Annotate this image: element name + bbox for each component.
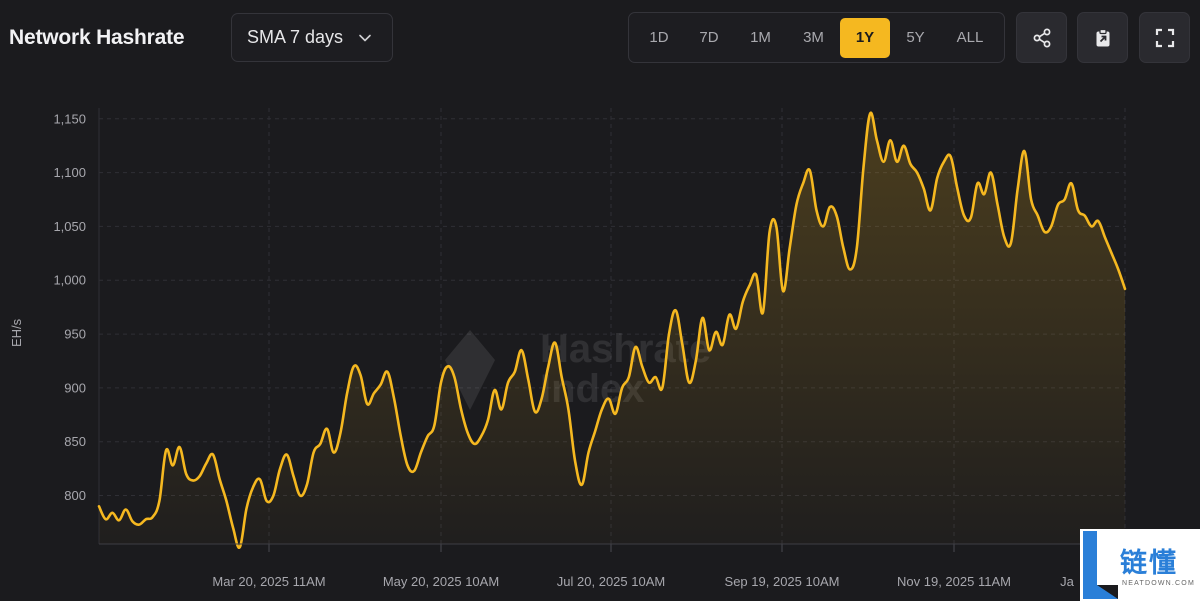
badge-zh-text: 链懂 <box>1120 548 1178 579</box>
x-tick-label: Mar 20, 2025 11AM <box>212 574 325 589</box>
y-tick-label: 1,050 <box>53 219 86 234</box>
share-icon <box>1033 28 1050 47</box>
y-tick-label: 850 <box>64 434 86 449</box>
watermark-logo-icon <box>445 330 495 410</box>
chevron-down-icon <box>359 34 371 42</box>
y-tick-label: 1,000 <box>53 273 86 288</box>
neatdown-badge: 链懂 NEATDOWN.COM <box>1080 529 1200 601</box>
range-5y-button[interactable]: 5Y <box>906 29 925 46</box>
x-tick-label: Nov 19, 2025 11AM <box>897 574 1011 589</box>
sma-select-value: SMA 7 days <box>247 27 344 47</box>
range-all-button[interactable]: ALL <box>956 29 984 46</box>
y-axis: 800 850 900 950 1,000 1,050 1,100 1,150 <box>53 111 86 503</box>
range-7d-button[interactable]: 7D <box>699 29 719 46</box>
y-tick-label: 900 <box>64 380 86 395</box>
page-title: Network Hashrate <box>9 26 185 49</box>
y-tick-label: 950 <box>64 327 86 342</box>
x-axis: Mar 20, 2025 11AM May 20, 2025 10AM Jul 20… <box>212 544 1126 589</box>
range-1d-button[interactable]: 1D <box>649 29 669 46</box>
y-tick-label: 1,100 <box>53 165 86 180</box>
fullscreen-button[interactable] <box>1139 12 1190 63</box>
y-tick-label: 1,150 <box>53 111 86 126</box>
x-tick-label: Sep 19, 2025 10AM <box>725 574 840 589</box>
share-button[interactable] <box>1016 12 1067 63</box>
range-1y-button[interactable]: 1Y <box>840 18 890 58</box>
range-1m-button[interactable]: 1M <box>750 29 771 46</box>
hashrate-line[interactable] <box>97 111 1127 550</box>
clipboard-icon <box>1096 28 1109 46</box>
x-tick-label: Ja <box>1060 574 1075 589</box>
x-tick-label: Jul 20, 2025 10AM <box>557 574 665 589</box>
badge-en-text: NEATDOWN.COM <box>1122 580 1195 587</box>
y-tick-label: 800 <box>64 488 86 503</box>
neatdown-logo-icon <box>1083 531 1118 599</box>
range-3m-button[interactable]: 3M <box>803 29 824 46</box>
hashrate-area <box>99 112 1125 548</box>
x-tick-label: May 20, 2025 10AM <box>383 574 499 589</box>
sma-select[interactable]: SMA 7 days <box>231 13 393 62</box>
fullscreen-icon <box>1155 28 1174 47</box>
time-range-selector: 1D 7D 1M 3M 1Y 5Y ALL <box>628 12 1005 63</box>
copy-button[interactable] <box>1077 12 1128 63</box>
